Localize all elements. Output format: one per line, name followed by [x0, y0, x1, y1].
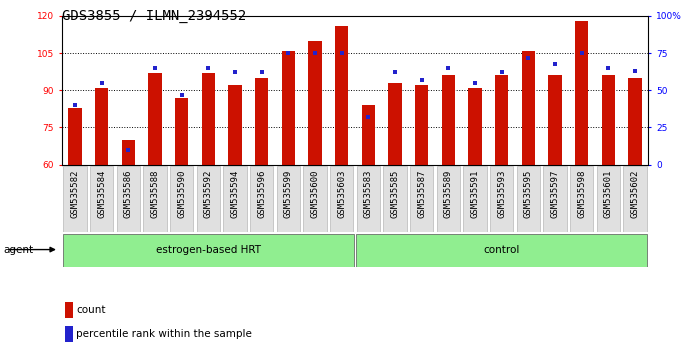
Bar — [69, 108, 82, 165]
Text: count: count — [76, 305, 106, 315]
Text: GSM535585: GSM535585 — [390, 170, 399, 218]
Text: GSM535593: GSM535593 — [497, 170, 506, 218]
Bar — [148, 73, 162, 165]
Text: control: control — [484, 245, 520, 256]
Text: GSM535584: GSM535584 — [97, 170, 106, 218]
Text: GSM535583: GSM535583 — [364, 170, 372, 218]
Text: GSM535595: GSM535595 — [524, 170, 533, 218]
Text: GSM535590: GSM535590 — [177, 170, 186, 218]
FancyBboxPatch shape — [463, 166, 486, 232]
FancyBboxPatch shape — [570, 166, 593, 232]
FancyBboxPatch shape — [250, 166, 273, 232]
Text: GSM535594: GSM535594 — [230, 170, 239, 218]
FancyBboxPatch shape — [117, 166, 140, 232]
Text: estrogen-based HRT: estrogen-based HRT — [156, 245, 261, 256]
Text: percentile rank within the sample: percentile rank within the sample — [76, 329, 252, 339]
Bar — [521, 51, 535, 165]
Bar — [628, 78, 641, 165]
FancyBboxPatch shape — [197, 166, 220, 232]
FancyBboxPatch shape — [143, 166, 167, 232]
Bar — [442, 75, 455, 165]
FancyBboxPatch shape — [410, 166, 434, 232]
FancyBboxPatch shape — [383, 166, 407, 232]
FancyBboxPatch shape — [356, 234, 647, 267]
Text: GSM535603: GSM535603 — [338, 170, 346, 218]
Bar — [282, 51, 295, 165]
Bar — [469, 88, 482, 165]
Bar — [228, 85, 241, 165]
Text: GSM535589: GSM535589 — [444, 170, 453, 218]
Bar — [415, 85, 428, 165]
Text: GSM535586: GSM535586 — [124, 170, 133, 218]
Bar — [175, 98, 189, 165]
Bar — [95, 88, 108, 165]
Text: GSM535596: GSM535596 — [257, 170, 266, 218]
FancyBboxPatch shape — [64, 166, 86, 232]
FancyBboxPatch shape — [624, 166, 646, 232]
Text: GSM535582: GSM535582 — [71, 170, 80, 218]
Bar — [335, 26, 348, 165]
Text: GSM535597: GSM535597 — [550, 170, 560, 218]
FancyBboxPatch shape — [330, 166, 353, 232]
Bar — [121, 140, 135, 165]
FancyBboxPatch shape — [543, 166, 567, 232]
Bar — [202, 73, 215, 165]
FancyBboxPatch shape — [490, 166, 513, 232]
FancyBboxPatch shape — [90, 166, 113, 232]
Text: GSM535591: GSM535591 — [471, 170, 480, 218]
FancyBboxPatch shape — [597, 166, 620, 232]
Bar — [255, 78, 268, 165]
FancyBboxPatch shape — [357, 166, 380, 232]
Bar — [548, 75, 562, 165]
Text: GSM535600: GSM535600 — [311, 170, 320, 218]
Text: GSM535602: GSM535602 — [630, 170, 639, 218]
Text: GSM535598: GSM535598 — [577, 170, 586, 218]
Text: GSM535601: GSM535601 — [604, 170, 613, 218]
Bar — [362, 105, 375, 165]
Text: GSM535592: GSM535592 — [204, 170, 213, 218]
Text: GSM535587: GSM535587 — [417, 170, 426, 218]
Bar — [64, 326, 73, 342]
FancyBboxPatch shape — [276, 166, 300, 232]
Text: agent: agent — [3, 245, 34, 255]
FancyBboxPatch shape — [224, 166, 247, 232]
Text: GSM535588: GSM535588 — [150, 170, 160, 218]
Bar — [308, 41, 322, 165]
Bar — [602, 75, 615, 165]
FancyBboxPatch shape — [170, 166, 193, 232]
FancyBboxPatch shape — [517, 166, 540, 232]
FancyBboxPatch shape — [437, 166, 460, 232]
Bar — [495, 75, 508, 165]
FancyBboxPatch shape — [63, 234, 354, 267]
Bar — [575, 21, 589, 165]
Bar — [64, 302, 73, 318]
Bar — [388, 83, 402, 165]
Text: GDS3855 / ILMN_2394552: GDS3855 / ILMN_2394552 — [62, 9, 246, 23]
FancyBboxPatch shape — [303, 166, 327, 232]
Text: GSM535599: GSM535599 — [284, 170, 293, 218]
